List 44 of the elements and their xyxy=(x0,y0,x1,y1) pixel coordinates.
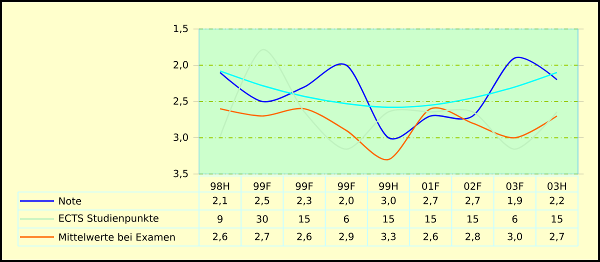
data-label: 2,3 xyxy=(297,196,312,206)
y-tick-label: 2,5 xyxy=(174,97,188,106)
data-label: 15 xyxy=(468,215,478,223)
data-label: 2,7 xyxy=(550,232,564,242)
data-label: 9 xyxy=(218,215,222,223)
legend-label: Mittelwerte bei Examen xyxy=(59,233,175,241)
x-tick-label: 99F xyxy=(296,182,313,190)
data-label: 2,2 xyxy=(550,196,564,206)
data-label: 15 xyxy=(299,215,310,223)
data-label: 6 xyxy=(344,215,349,223)
x-tick-label: 99F xyxy=(338,182,355,190)
y-tick-label: 2,0 xyxy=(174,61,188,70)
data-label: 15 xyxy=(552,215,562,223)
data-label: 2,6 xyxy=(297,232,312,242)
data-label: 1,9 xyxy=(508,196,522,206)
x-tick-label: 99H xyxy=(379,182,398,190)
x-tick-label: 98H xyxy=(210,182,230,190)
y-tick-label: 3,5 xyxy=(174,170,188,178)
data-label: 6 xyxy=(512,215,518,223)
x-tick-label: 03F xyxy=(506,182,524,190)
data-label: 3,0 xyxy=(381,196,396,206)
data-label: 30 xyxy=(256,215,268,223)
y-tick-label: 1,5 xyxy=(174,24,188,34)
data-label: 2,7 xyxy=(466,196,480,206)
data-label: 15 xyxy=(383,215,394,223)
x-tick-label: 03H xyxy=(548,182,566,190)
y-tick-label: 3,0 xyxy=(174,134,188,142)
data-label: 2,6 xyxy=(424,232,438,242)
data-label: 2,6 xyxy=(212,232,228,242)
data-label: 3,0 xyxy=(508,232,522,242)
data-label: 2,7 xyxy=(424,196,438,206)
data-label: 2,9 xyxy=(339,232,354,242)
x-tick-label: 01F xyxy=(422,182,440,190)
data-label: 2,8 xyxy=(466,232,480,242)
data-label: 2,7 xyxy=(255,232,270,242)
x-tick-label: 02F xyxy=(464,182,482,190)
data-label: 3,3 xyxy=(381,232,396,242)
legend-label: ECTS Studienpunkte xyxy=(59,214,158,224)
data-label: 15 xyxy=(425,215,436,223)
data-label: 2,5 xyxy=(255,196,270,206)
legend-label: Note xyxy=(59,197,82,205)
data-label: 2,1 xyxy=(212,196,227,206)
data-label: 2,0 xyxy=(339,196,354,206)
x-tick-label: 99F xyxy=(254,182,271,190)
